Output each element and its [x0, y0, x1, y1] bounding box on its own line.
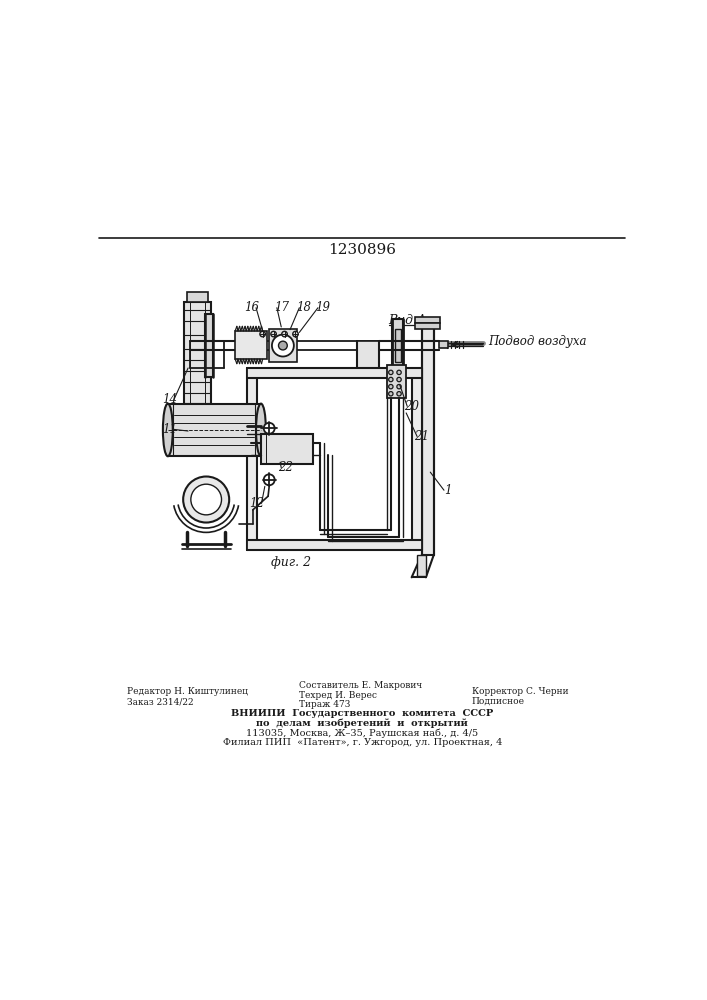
Bar	[357, 341, 379, 368]
Circle shape	[271, 331, 276, 337]
Text: фиг. 2: фиг. 2	[271, 556, 311, 569]
Circle shape	[397, 392, 402, 396]
Text: ВНИИПИ  Государственного  комитета  СССР: ВНИИПИ Государственного комитета СССР	[231, 709, 493, 718]
Text: Редактор Н. Киштулинец: Редактор Н. Киштулинец	[127, 687, 247, 696]
Text: Подписное: Подписное	[472, 697, 525, 706]
Bar	[439, 341, 448, 348]
Bar	[421, 320, 433, 555]
Circle shape	[397, 384, 402, 389]
Circle shape	[397, 370, 402, 375]
Ellipse shape	[163, 404, 173, 456]
Text: Филиал ПИП  «Патент», г. Ужгород, ул. Проектная, 4: Филиал ПИП «Патент», г. Ужгород, ул. Про…	[223, 738, 502, 747]
Circle shape	[260, 331, 265, 337]
Bar	[235, 331, 267, 359]
Bar	[185, 302, 211, 404]
Text: Подвод воздуха: Подвод воздуха	[489, 335, 587, 348]
Circle shape	[264, 423, 274, 434]
Text: 22: 22	[278, 461, 293, 474]
Bar	[247, 368, 257, 550]
Circle shape	[264, 474, 274, 485]
Text: 21: 21	[414, 430, 429, 443]
Bar	[415, 317, 440, 323]
Text: 19: 19	[315, 301, 330, 314]
Text: 12: 12	[250, 497, 264, 510]
Bar	[261, 434, 313, 464]
Circle shape	[191, 484, 221, 515]
Circle shape	[272, 335, 294, 357]
Text: 11: 11	[162, 423, 177, 436]
Bar	[392, 319, 404, 372]
Circle shape	[389, 384, 393, 389]
Bar	[247, 368, 421, 378]
Bar	[204, 314, 214, 377]
Text: 14: 14	[162, 393, 177, 406]
Bar	[387, 365, 407, 398]
Text: 113035, Москва, Ж–35, Раушская наб., д. 4/5: 113035, Москва, Ж–35, Раушская наб., д. …	[246, 729, 479, 738]
Circle shape	[397, 377, 402, 382]
Bar	[168, 404, 261, 456]
Text: 20: 20	[404, 400, 419, 413]
Bar	[411, 368, 421, 550]
Bar	[415, 323, 440, 329]
Circle shape	[183, 477, 229, 523]
Text: Техред И. Верес: Техред И. Верес	[299, 691, 378, 700]
Circle shape	[389, 370, 393, 375]
Text: 1230896: 1230896	[328, 243, 397, 257]
Text: Вид А: Вид А	[389, 314, 427, 327]
Text: 18: 18	[296, 301, 311, 314]
Text: 17: 17	[274, 301, 288, 314]
Bar	[417, 555, 426, 576]
Bar	[247, 540, 421, 550]
Text: 16: 16	[244, 301, 259, 314]
Circle shape	[293, 331, 298, 337]
Bar	[269, 329, 297, 362]
Text: по  делам  изобретений  и  открытий: по делам изобретений и открытий	[257, 719, 468, 728]
Text: Составитель Е. Макрович: Составитель Е. Макрович	[299, 681, 423, 690]
Bar	[395, 329, 401, 362]
Text: Тираж 473: Тираж 473	[299, 700, 351, 709]
Text: Заказ 2314/22: Заказ 2314/22	[127, 698, 193, 707]
Circle shape	[389, 377, 393, 382]
Text: Корректор С. Черни: Корректор С. Черни	[472, 687, 568, 696]
Circle shape	[389, 392, 393, 396]
Text: 1: 1	[445, 484, 452, 497]
Circle shape	[282, 331, 287, 337]
Bar	[187, 292, 208, 302]
Circle shape	[279, 341, 287, 350]
Ellipse shape	[256, 404, 266, 456]
